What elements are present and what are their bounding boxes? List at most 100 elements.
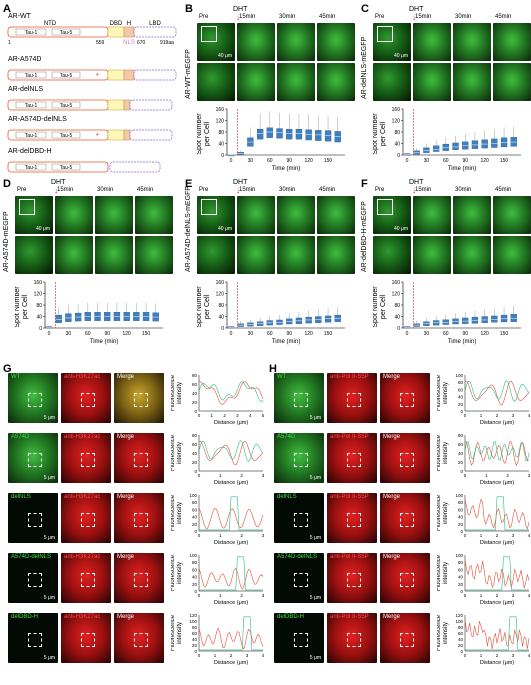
micrograph [277, 63, 315, 101]
micrograph [55, 196, 93, 234]
micrograph-red: anti-H3K27ac [61, 493, 111, 543]
profile-chart: Fluorescenceintensity 0 20 40 60 80 100 0 1 2 3 Dis… [171, 553, 265, 606]
x-tick-label: 1 [480, 533, 483, 538]
box-chart-d: Spot Numberper Cell 0 40 80 120 160 0 30 60 90 120… [15, 280, 163, 345]
x-tick-label: 4 [528, 533, 531, 538]
zoom-box [28, 573, 42, 587]
micrograph [317, 196, 355, 234]
box [266, 127, 273, 138]
y-tick-label: 0 [460, 409, 463, 414]
zoom-box [134, 513, 148, 527]
y-tick-label: 20 [458, 522, 464, 527]
chart-xlabel: Time (min) [448, 339, 476, 345]
chart-xlabel: Time (min) [90, 339, 118, 345]
tau1-label: Tau-1 [25, 30, 38, 36]
profile-xlabel: Distance (μm) [480, 420, 515, 426]
scale-bar-label: 40 μm [218, 53, 232, 59]
construct-label: delDBD-H [277, 614, 305, 620]
red-trace [198, 567, 264, 590]
x-tick-label: 30 [424, 158, 430, 164]
box [324, 130, 332, 142]
y-tick-label: 40 [192, 575, 198, 580]
profile-xlabel: Distance (μm) [480, 480, 515, 486]
antibody-label: anti-H3K27ac [64, 554, 101, 560]
x-tick-label: 2 [496, 653, 499, 658]
panel-letter-g: G [3, 363, 12, 375]
x-tick-label: 30 [66, 331, 72, 337]
micrograph-merge: Merge [114, 553, 164, 603]
green-trace [199, 496, 263, 531]
micrograph [237, 236, 275, 274]
box [276, 128, 283, 139]
y-tick-label: 40 [458, 395, 464, 400]
y-tick-label: 20 [192, 522, 198, 527]
box [413, 150, 420, 155]
x-tick-label: 4 [528, 413, 531, 418]
profile-xlabel: Distance (μm) [214, 480, 249, 486]
y-tick-label: 80 [458, 433, 464, 438]
x-tick-label: 3 [512, 653, 515, 658]
merge-label: Merge [383, 554, 401, 560]
y-tick-label: 0 [460, 589, 463, 594]
time-label: 15min [415, 187, 432, 193]
dbd-box [107, 99, 125, 111]
x-tick-label: 3 [262, 593, 265, 598]
micrograph [95, 196, 133, 234]
micrograph [493, 23, 531, 61]
micrograph [135, 236, 173, 274]
hinge-box [123, 129, 131, 141]
micrograph [453, 23, 491, 61]
tau1-label: Tau-1 [25, 73, 38, 79]
mutation-star: * [96, 73, 99, 80]
y-tick-label: 60 [192, 507, 198, 512]
x-tick-label: 0 [406, 331, 409, 337]
y-tick-label: 40 [218, 142, 224, 148]
micrograph-merge: Merge [114, 493, 164, 543]
profile-ylabel: Fluorescenceintensity [171, 494, 183, 531]
zoom-box [81, 513, 95, 527]
chart-ylabel: Spot Numberper Cell [197, 286, 211, 328]
x-tick-label: 150 [142, 331, 151, 337]
y-tick-label: 0 [194, 589, 197, 594]
box [491, 315, 498, 323]
x-tick-label: 2 [496, 413, 499, 418]
y-tick-label: 40 [394, 315, 400, 321]
x-tick-label: 90 [462, 331, 468, 337]
micrograph [95, 236, 133, 274]
x-tick-label: 90 [104, 331, 110, 337]
time-label: 15min [415, 14, 432, 20]
time-label: 15min [239, 14, 256, 20]
box [55, 314, 62, 323]
dbd-box [107, 129, 125, 141]
micrograph-green: WT 5 μm [274, 373, 324, 423]
box [65, 313, 72, 322]
construct-label: A574D [277, 434, 296, 440]
zoom-box [347, 633, 361, 647]
green-trace [465, 556, 529, 591]
profile-xlabel: Distance (μm) [214, 660, 249, 666]
micrograph-merge: Merge [380, 433, 430, 483]
zoom-box [400, 453, 414, 467]
profile-ylabel: Fluorescenceintensity [171, 434, 183, 471]
construct-rotated-label: AR-delNLS-mEGFP [361, 36, 368, 99]
merge-label: Merge [117, 614, 135, 620]
x-tick-label: 2 [496, 533, 499, 538]
x-tick-label: 90 [286, 158, 292, 164]
time-label: Pre [17, 187, 27, 193]
micrograph [413, 236, 451, 274]
zoom-box [201, 26, 217, 42]
dht-label: DHT [233, 179, 248, 186]
x-tick-label: 0 [464, 653, 467, 658]
profile-ylabel: Fluorescenceintensity [171, 374, 183, 411]
micrograph [317, 23, 355, 61]
box-chart-f: Spot Numberper Cell 0 40 80 120 160 0 30 60 90 120… [373, 280, 521, 345]
micrograph-merge: Merge [114, 613, 164, 663]
x-tick-label: 90 [462, 158, 468, 164]
red-trace [464, 498, 530, 530]
profile-chart: Fluorescenceintensity 0 20 40 60 80 0 1 2 3 Distan… [171, 433, 265, 486]
zoom-box [134, 633, 148, 647]
tau5-box [51, 163, 81, 171]
tau5-box [51, 131, 81, 139]
x-tick-label: 1 [219, 533, 222, 538]
